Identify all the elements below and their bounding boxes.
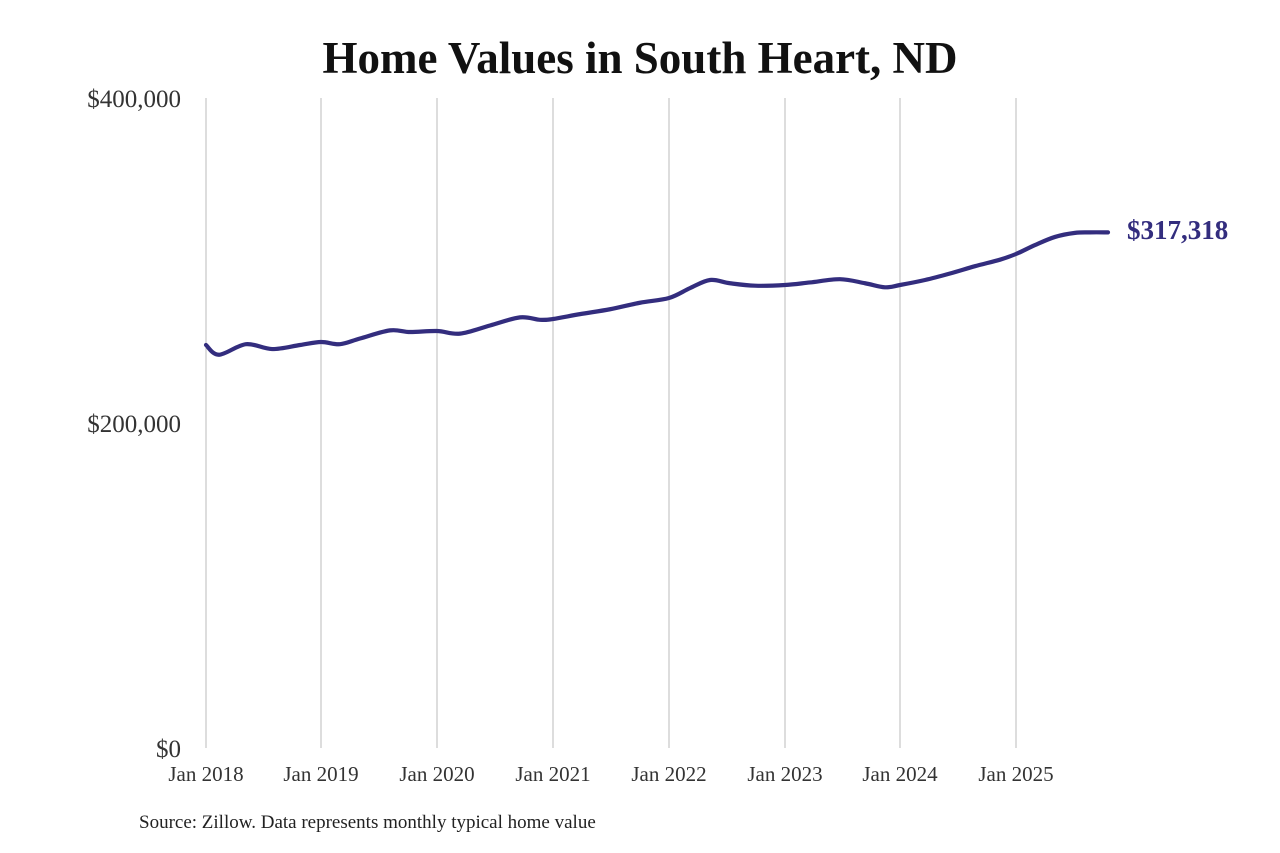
svg-text:$200,000: $200,000 [87,411,181,438]
svg-text:Jan 2020: Jan 2020 [399,762,474,786]
svg-text:$0: $0 [156,736,181,763]
svg-text:Jan 2024: Jan 2024 [862,762,938,786]
svg-text:$317,318: $317,318 [1127,215,1228,245]
svg-text:$400,000: $400,000 [87,86,181,113]
svg-text:Jan 2025: Jan 2025 [978,762,1053,786]
svg-text:Jan 2018: Jan 2018 [168,762,243,786]
svg-text:Jan 2021: Jan 2021 [515,762,590,786]
svg-text:Jan 2019: Jan 2019 [283,762,358,786]
svg-text:Jan 2022: Jan 2022 [631,762,706,786]
svg-text:Jan 2023: Jan 2023 [747,762,822,786]
